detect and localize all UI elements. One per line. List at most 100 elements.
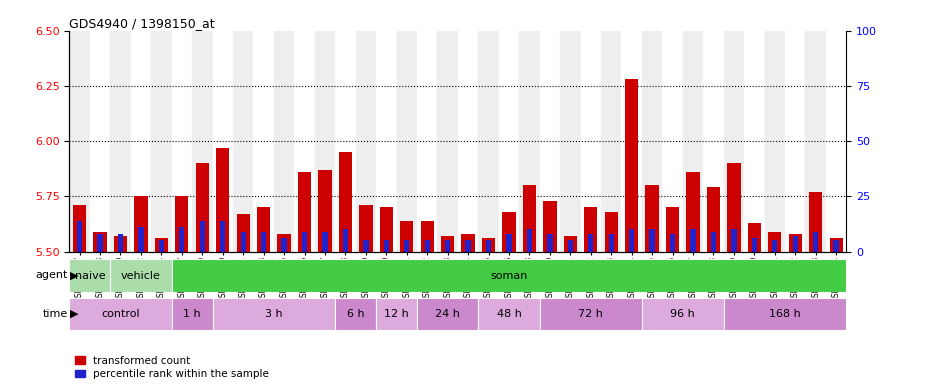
Bar — [666, 207, 679, 252]
Text: 48 h: 48 h — [497, 309, 522, 319]
Bar — [404, 240, 410, 252]
Bar — [478, 298, 539, 330]
Bar — [752, 238, 757, 252]
Bar — [233, 31, 253, 252]
Bar — [261, 232, 266, 252]
Bar — [465, 240, 471, 252]
Text: control: control — [101, 309, 140, 319]
Text: 12 h: 12 h — [384, 309, 409, 319]
Bar — [581, 31, 601, 252]
Bar — [772, 240, 778, 252]
Bar — [179, 227, 184, 252]
Text: time: time — [43, 309, 68, 319]
Bar — [789, 234, 802, 252]
Bar — [401, 221, 413, 252]
Bar — [69, 298, 172, 330]
Bar — [425, 240, 430, 252]
Bar — [134, 196, 148, 252]
Bar — [192, 31, 213, 252]
Bar — [355, 31, 376, 252]
Text: naive: naive — [75, 270, 105, 281]
Bar — [830, 238, 843, 252]
Bar — [130, 31, 151, 252]
Bar — [77, 221, 82, 252]
Bar — [723, 298, 846, 330]
Text: 72 h: 72 h — [578, 309, 603, 319]
Bar — [768, 232, 782, 252]
Bar — [744, 31, 765, 252]
Bar — [765, 31, 785, 252]
Bar — [622, 31, 642, 252]
Bar — [723, 31, 744, 252]
Bar — [642, 31, 662, 252]
Text: GDS4940 / 1398150_at: GDS4940 / 1398150_at — [69, 17, 215, 30]
Bar — [506, 234, 512, 252]
Bar — [563, 236, 577, 252]
Bar — [519, 31, 539, 252]
Text: ▶: ▶ — [70, 270, 79, 280]
Bar — [175, 196, 189, 252]
Bar — [220, 221, 226, 252]
Text: 96 h: 96 h — [671, 309, 696, 319]
Bar — [670, 234, 675, 252]
Bar — [172, 298, 213, 330]
Text: 6 h: 6 h — [347, 309, 364, 319]
Bar — [543, 201, 557, 252]
Bar — [335, 298, 376, 330]
Bar — [629, 230, 635, 252]
Bar — [97, 234, 103, 252]
Bar — [683, 31, 703, 252]
Bar — [478, 31, 499, 252]
Bar — [93, 232, 106, 252]
Bar — [421, 221, 434, 252]
Bar — [625, 79, 638, 252]
Bar — [298, 172, 311, 252]
Bar — [526, 230, 532, 252]
Text: agent: agent — [35, 270, 68, 280]
Bar — [294, 31, 314, 252]
Bar — [257, 207, 270, 252]
Bar — [609, 234, 614, 252]
Legend: transformed count, percentile rank within the sample: transformed count, percentile rank withi… — [75, 356, 269, 379]
Bar — [539, 298, 642, 330]
Bar — [417, 298, 478, 330]
Bar — [379, 207, 393, 252]
Bar — [813, 232, 819, 252]
Text: 3 h: 3 h — [265, 309, 283, 319]
Bar — [213, 298, 335, 330]
Bar — [364, 240, 368, 252]
Bar — [69, 259, 110, 292]
Bar — [690, 230, 696, 252]
Text: 1 h: 1 h — [183, 309, 201, 319]
Bar — [253, 31, 274, 252]
Bar — [281, 238, 287, 252]
Bar — [114, 236, 127, 252]
Bar — [686, 172, 699, 252]
Bar — [703, 31, 723, 252]
Bar — [339, 152, 352, 252]
Bar — [110, 31, 130, 252]
Bar — [278, 234, 290, 252]
Bar — [646, 185, 659, 252]
Bar — [240, 232, 246, 252]
Bar — [397, 31, 417, 252]
Bar — [441, 236, 454, 252]
Bar — [499, 31, 519, 252]
Bar — [523, 185, 536, 252]
Bar — [539, 31, 561, 252]
Bar — [335, 31, 355, 252]
Bar — [707, 187, 720, 252]
Text: 168 h: 168 h — [770, 309, 801, 319]
Bar — [200, 221, 205, 252]
Bar — [73, 205, 86, 252]
Bar — [172, 259, 846, 292]
Bar — [585, 207, 598, 252]
Bar — [806, 31, 826, 252]
Bar — [110, 259, 172, 292]
Text: soman: soman — [490, 270, 527, 281]
Bar — [809, 192, 822, 252]
Bar — [662, 31, 683, 252]
Bar — [376, 298, 417, 330]
Bar — [568, 240, 573, 252]
Bar — [605, 212, 618, 252]
